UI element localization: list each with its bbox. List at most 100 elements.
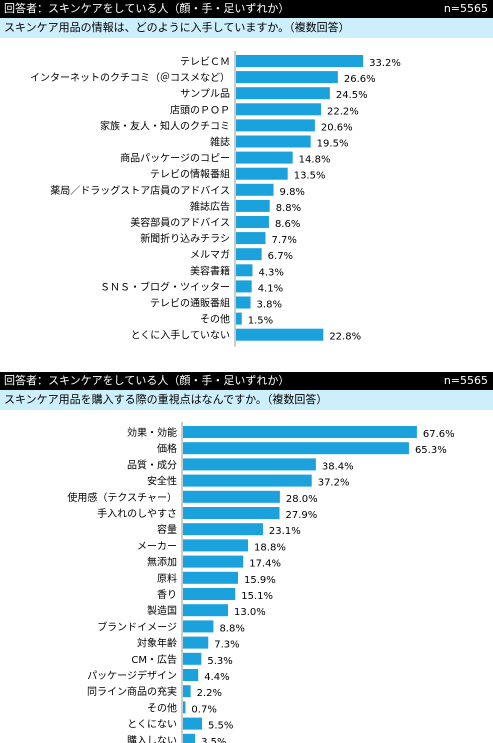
bar: [236, 280, 252, 293]
value-label: 67.6%: [423, 429, 455, 440]
value-label: 3.5%: [201, 737, 226, 743]
category-label: 同ライン商品の充実: [87, 685, 177, 698]
bar: [236, 183, 274, 196]
value-label: 8.8%: [276, 203, 301, 214]
category-label: 安全性: [147, 475, 177, 488]
category-label: テレビの情報番組: [150, 168, 230, 181]
value-label: 23.1%: [269, 526, 301, 537]
category-label: 薬局／ドラッグストア店員のアドバイス: [50, 184, 230, 197]
bar-chart-info-sources: テレビＣＭ 33.2% インターネットのクチコミ（＠コスメなど） 26.6% サンプル品…: [30, 51, 401, 347]
category-label: テレビＣＭ: [180, 56, 230, 68]
value-label: 6.7%: [268, 251, 293, 262]
bar: [236, 264, 253, 277]
bar: [236, 248, 262, 261]
bar-chart-purchase-criteria: 効果・効能 67.6% 価格 65.3% 品質・成分 38.4% 安全性 37.2% 使用感（テ…: [67, 422, 455, 743]
value-label: 2.2%: [197, 688, 222, 699]
value-label: 22.2%: [327, 106, 359, 117]
category-label: テレビの通販番組: [150, 297, 230, 310]
category-label: 新聞折り込みチラシ: [140, 232, 230, 245]
value-label: 8.6%: [275, 219, 300, 230]
category-label: 美容書籍: [190, 264, 230, 277]
value-label: 15.1%: [241, 591, 273, 602]
bar: [183, 604, 228, 617]
category-label: 雑誌: [210, 136, 230, 149]
value-label: 9.8%: [280, 187, 305, 198]
category-label: 購入しない: [127, 734, 177, 743]
value-label: 4.1%: [258, 283, 283, 294]
bar: [236, 199, 270, 212]
value-label: 17.4%: [249, 559, 281, 570]
bar: [183, 539, 249, 552]
category-label: ＳＮＳ・ブログ・ツイッター: [100, 280, 230, 293]
bar: [236, 296, 251, 309]
respondent-header: 回答者：スキンケアをしている人（顔・手・足いずれか） n=5565: [0, 372, 493, 390]
value-label: 5.5%: [208, 721, 233, 732]
bar: [183, 474, 312, 487]
category-label: インターネットのクチコミ（＠コスメなど）: [30, 72, 230, 84]
value-label: 22.8%: [329, 332, 361, 343]
category-label: 対象年齢: [137, 637, 177, 650]
value-label: 15.9%: [244, 575, 276, 586]
value-label: 14.8%: [299, 155, 331, 166]
value-label: 65.3%: [415, 445, 447, 456]
bar: [183, 733, 196, 743]
value-label: 7.3%: [214, 640, 239, 651]
bar: [236, 103, 322, 116]
bar: [183, 669, 199, 681]
category-label: 雑誌広告: [190, 200, 230, 213]
category-label: 商品パッケージのコピー: [120, 152, 230, 165]
bar: [236, 151, 293, 164]
bar: [183, 685, 191, 698]
value-label: 13.5%: [294, 171, 326, 182]
category-label: 家族・友人・知人のクチコミ: [100, 119, 230, 132]
category-label: ブランドイメージ: [97, 620, 177, 633]
sample-size: n=5565: [443, 374, 488, 387]
bar: [183, 717, 203, 730]
bar: [236, 216, 269, 228]
question-text: スキンケア用品の情報は、どのように入手していますか。（複数回答）: [4, 21, 350, 34]
bar: [236, 232, 266, 245]
category-label: とくにない: [127, 719, 177, 731]
category-label: 製造国: [147, 604, 177, 617]
value-label: 28.0%: [286, 494, 318, 505]
category-label: その他: [147, 701, 177, 714]
value-label: 0.7%: [191, 704, 216, 715]
value-label: 33.2%: [369, 58, 401, 69]
category-label: 容量: [157, 523, 177, 536]
category-label: サンプル品: [180, 88, 230, 100]
value-label: 27.9%: [286, 510, 318, 521]
value-label: 4.4%: [204, 672, 229, 683]
category-label: 原料: [157, 572, 177, 585]
bar: [236, 55, 364, 67]
bar: [236, 167, 288, 180]
bar: [183, 636, 209, 649]
bar: [183, 426, 417, 438]
question-text: スキンケア用品を購入する際の重視点はなんですか。（複数回答）: [4, 393, 328, 406]
bar: [236, 328, 324, 341]
category-label: メーカー: [137, 540, 177, 552]
value-label: 37.2%: [318, 478, 350, 489]
bar: [183, 490, 280, 503]
category-label: 品質・成分: [127, 458, 177, 471]
value-label: 7.7%: [271, 235, 296, 246]
bar: [236, 87, 330, 100]
category-label: パッケージデザイン: [87, 669, 177, 682]
category-label: 美容部員のアドバイス: [130, 216, 230, 229]
value-label: 13.0%: [234, 607, 266, 618]
category-label: 店頭のＰＯＰ: [170, 103, 230, 116]
bar: [183, 458, 316, 471]
value-label: 20.6%: [321, 122, 353, 133]
bar: [236, 71, 338, 84]
panel-purchase-criteria: 回答者：スキンケアをしている人（顔・手・足いずれか） n=5565 スキンケア用…: [0, 372, 493, 743]
bar: [183, 442, 409, 455]
bar: [183, 571, 239, 584]
bar: [236, 119, 315, 132]
category-label: CM・広告: [131, 653, 177, 666]
category-label: 価格: [157, 442, 177, 455]
value-label: 19.5%: [317, 139, 349, 150]
value-label: 1.5%: [248, 316, 273, 327]
category-label: メルマガ: [190, 249, 230, 261]
bar: [236, 312, 242, 325]
category-label: 効果・効能: [127, 426, 177, 439]
value-label: 24.5%: [336, 90, 368, 101]
